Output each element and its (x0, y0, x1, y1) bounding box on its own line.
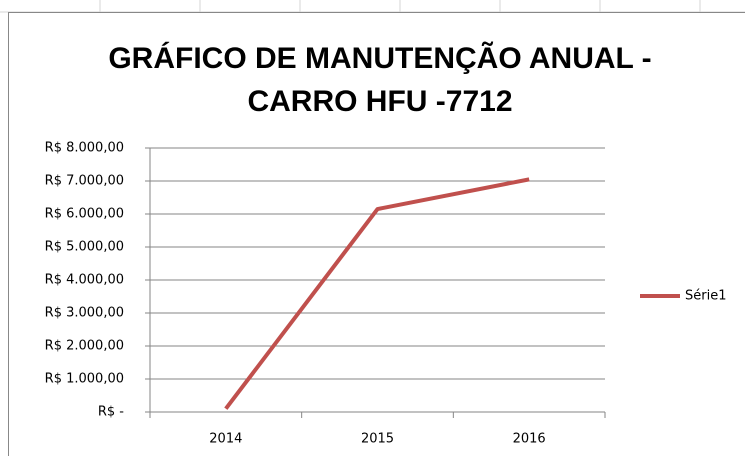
series-line (224, 177, 530, 410)
y-tick-label: R$ 5.000,00 (45, 240, 124, 255)
x-tick-label: 2016 (513, 432, 546, 447)
y-tick-label: R$ 3.000,00 (45, 306, 124, 321)
chart-title: GRÁFICO DE MANUTENÇÃO ANUAL - (108, 41, 651, 75)
x-tick-label: 2015 (361, 432, 394, 447)
y-tick-label: R$ 2.000,00 (45, 339, 124, 354)
chart-frame (8, 12, 745, 456)
sheet-grid (0, 0, 745, 13)
y-tick-label: R$ 6.000,00 (45, 207, 124, 222)
legend-label: Série1 (685, 289, 726, 304)
x-tick-label: 2014 (209, 432, 242, 447)
y-tick-label: R$ - (98, 405, 124, 420)
y-tick-label: R$ 8.000,00 (45, 141, 124, 156)
y-tick-label: R$ 7.000,00 (45, 174, 124, 189)
y-tick-label: R$ 1.000,00 (45, 372, 124, 387)
y-tick-label: R$ 4.000,00 (45, 273, 124, 288)
chart-title: CARRO HFU -7712 (247, 85, 512, 118)
